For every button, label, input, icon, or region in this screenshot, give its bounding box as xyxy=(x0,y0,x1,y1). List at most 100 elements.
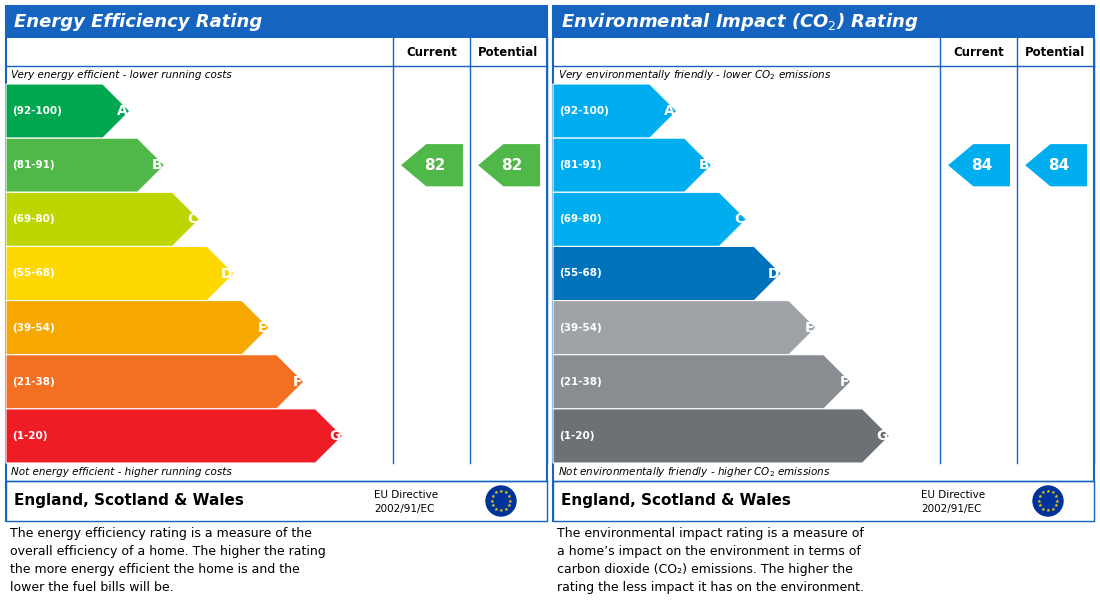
Text: (21-38): (21-38) xyxy=(12,377,55,387)
Text: Energy Efficiency Rating: Energy Efficiency Rating xyxy=(14,13,262,31)
Text: ★: ★ xyxy=(491,494,495,499)
Text: B: B xyxy=(152,158,163,172)
Text: (69-80): (69-80) xyxy=(12,214,55,224)
Text: EU Directive: EU Directive xyxy=(921,490,984,500)
Bar xyxy=(553,6,1094,38)
Polygon shape xyxy=(6,138,165,192)
Text: (39-54): (39-54) xyxy=(12,323,55,333)
Text: EU Directive: EU Directive xyxy=(374,490,438,500)
Polygon shape xyxy=(553,192,747,246)
Circle shape xyxy=(1033,486,1063,516)
Text: ★: ★ xyxy=(491,503,495,508)
Text: ★: ★ xyxy=(1046,489,1050,494)
Text: (39-54): (39-54) xyxy=(559,323,602,333)
Text: ★: ★ xyxy=(508,498,513,503)
Bar xyxy=(6,481,547,521)
Text: ★: ★ xyxy=(507,494,512,499)
Text: A: A xyxy=(117,104,128,118)
Text: G: G xyxy=(876,429,888,443)
Polygon shape xyxy=(6,84,130,138)
Polygon shape xyxy=(553,84,676,138)
Bar xyxy=(6,6,547,38)
Text: D: D xyxy=(768,267,779,280)
Text: 84: 84 xyxy=(971,158,992,172)
Bar xyxy=(553,6,1094,521)
Text: ★: ★ xyxy=(494,506,498,511)
Polygon shape xyxy=(553,138,712,192)
Polygon shape xyxy=(1025,144,1087,186)
Text: ★: ★ xyxy=(504,490,508,495)
Polygon shape xyxy=(6,246,234,301)
Polygon shape xyxy=(553,409,890,463)
Text: C: C xyxy=(734,213,745,226)
Text: F: F xyxy=(293,375,301,389)
Text: ★: ★ xyxy=(1037,503,1043,508)
Text: (69-80): (69-80) xyxy=(559,214,602,224)
Text: E: E xyxy=(257,321,267,334)
Text: (21-38): (21-38) xyxy=(559,377,602,387)
Text: ★: ★ xyxy=(494,490,498,495)
Polygon shape xyxy=(478,144,540,186)
Text: (1-20): (1-20) xyxy=(12,431,47,441)
Text: 84: 84 xyxy=(1048,158,1069,172)
Text: (81-91): (81-91) xyxy=(12,160,55,170)
Bar xyxy=(553,481,1094,521)
Text: England, Scotland & Wales: England, Scotland & Wales xyxy=(561,493,791,508)
Text: ★: ★ xyxy=(1036,498,1041,503)
Text: Not environmentally friendly - higher CO$_2$ emissions: Not environmentally friendly - higher CO… xyxy=(558,465,830,479)
Polygon shape xyxy=(6,301,270,355)
Text: G: G xyxy=(329,429,341,443)
Text: ★: ★ xyxy=(1041,490,1046,495)
Text: F: F xyxy=(839,375,849,389)
Text: (55-68): (55-68) xyxy=(12,269,55,278)
Text: ★: ★ xyxy=(1050,490,1055,495)
Text: 2002/91/EC: 2002/91/EC xyxy=(921,504,981,514)
Text: ★: ★ xyxy=(498,508,504,513)
Text: (1-20): (1-20) xyxy=(559,431,594,441)
Text: ★: ★ xyxy=(498,489,504,494)
Text: ★: ★ xyxy=(1054,494,1058,499)
Polygon shape xyxy=(553,355,850,409)
Text: E: E xyxy=(804,321,814,334)
Text: Very environmentally friendly - lower CO$_2$ emissions: Very environmentally friendly - lower CO… xyxy=(558,68,832,82)
Text: The energy efficiency rating is a measure of the
overall efficiency of a home. T: The energy efficiency rating is a measur… xyxy=(10,527,326,594)
Polygon shape xyxy=(948,144,1010,186)
Text: A: A xyxy=(664,104,674,118)
Text: ★: ★ xyxy=(1041,506,1046,511)
Text: D: D xyxy=(221,267,232,280)
Text: (92-100): (92-100) xyxy=(559,106,609,116)
Text: ★: ★ xyxy=(507,503,512,508)
Text: Potential: Potential xyxy=(478,46,539,59)
Text: Not energy efficient - higher running costs: Not energy efficient - higher running co… xyxy=(11,467,232,477)
Text: 82: 82 xyxy=(424,158,446,172)
Polygon shape xyxy=(553,246,781,301)
Circle shape xyxy=(486,486,516,516)
Text: Very energy efficient - lower running costs: Very energy efficient - lower running co… xyxy=(11,70,232,80)
Text: England, Scotland & Wales: England, Scotland & Wales xyxy=(14,493,244,508)
Polygon shape xyxy=(6,409,342,463)
Text: ★: ★ xyxy=(490,498,494,503)
Polygon shape xyxy=(553,301,816,355)
Text: (55-68): (55-68) xyxy=(559,269,602,278)
Text: ★: ★ xyxy=(1050,506,1055,511)
Text: ★: ★ xyxy=(1046,508,1050,513)
Polygon shape xyxy=(402,144,463,186)
Text: 2002/91/EC: 2002/91/EC xyxy=(374,504,434,514)
Text: ★: ★ xyxy=(504,506,508,511)
Text: The environmental impact rating is a measure of
a home’s impact on the environme: The environmental impact rating is a mea… xyxy=(557,527,864,594)
Text: C: C xyxy=(187,213,197,226)
Text: Current: Current xyxy=(953,46,1003,59)
Polygon shape xyxy=(6,192,199,246)
Polygon shape xyxy=(6,355,304,409)
Text: Current: Current xyxy=(406,46,456,59)
Text: ★: ★ xyxy=(1054,503,1058,508)
Text: ★: ★ xyxy=(1037,494,1043,499)
Text: Potential: Potential xyxy=(1025,46,1086,59)
Bar xyxy=(6,6,547,521)
Text: (81-91): (81-91) xyxy=(559,160,602,170)
Text: (92-100): (92-100) xyxy=(12,106,62,116)
Text: ★: ★ xyxy=(1055,498,1059,503)
Text: B: B xyxy=(698,158,710,172)
Text: 82: 82 xyxy=(500,158,522,172)
Text: Environmental Impact (CO$_2$) Rating: Environmental Impact (CO$_2$) Rating xyxy=(561,11,918,33)
